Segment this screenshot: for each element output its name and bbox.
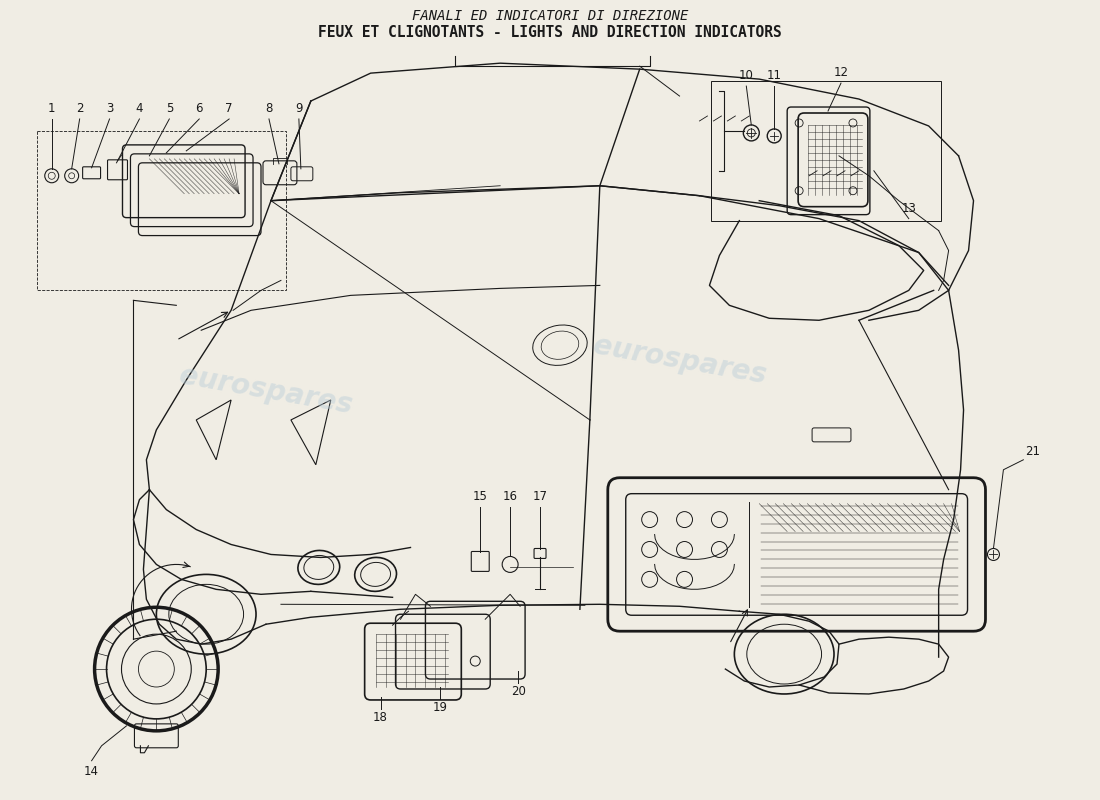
Text: 21: 21 [1025, 445, 1041, 458]
Text: eurospares: eurospares [177, 361, 355, 419]
Text: 14: 14 [84, 765, 99, 778]
Text: 1: 1 [48, 102, 55, 115]
Text: 11: 11 [767, 69, 782, 82]
Text: 3: 3 [106, 102, 113, 115]
Text: 19: 19 [433, 701, 448, 714]
Text: 2: 2 [76, 102, 84, 115]
Text: 4: 4 [135, 102, 143, 115]
Text: 12: 12 [834, 66, 848, 79]
Text: 18: 18 [373, 711, 388, 724]
Text: 15: 15 [473, 490, 487, 502]
Text: eurospares: eurospares [591, 331, 769, 389]
Text: 7: 7 [226, 102, 233, 115]
Text: 9: 9 [295, 102, 302, 115]
Text: 5: 5 [166, 102, 173, 115]
Text: 17: 17 [532, 490, 548, 502]
Text: 6: 6 [196, 102, 204, 115]
Text: 13: 13 [901, 202, 916, 214]
Text: FEUX ET CLIGNOTANTS - LIGHTS AND DIRECTION INDICATORS: FEUX ET CLIGNOTANTS - LIGHTS AND DIRECTI… [318, 26, 782, 40]
Text: FANALI ED INDICATORI DI DIREZIONE: FANALI ED INDICATORI DI DIREZIONE [411, 10, 689, 23]
Text: 20: 20 [510, 685, 526, 698]
Text: 16: 16 [503, 490, 518, 502]
Text: 8: 8 [265, 102, 273, 115]
Text: 10: 10 [739, 69, 754, 82]
